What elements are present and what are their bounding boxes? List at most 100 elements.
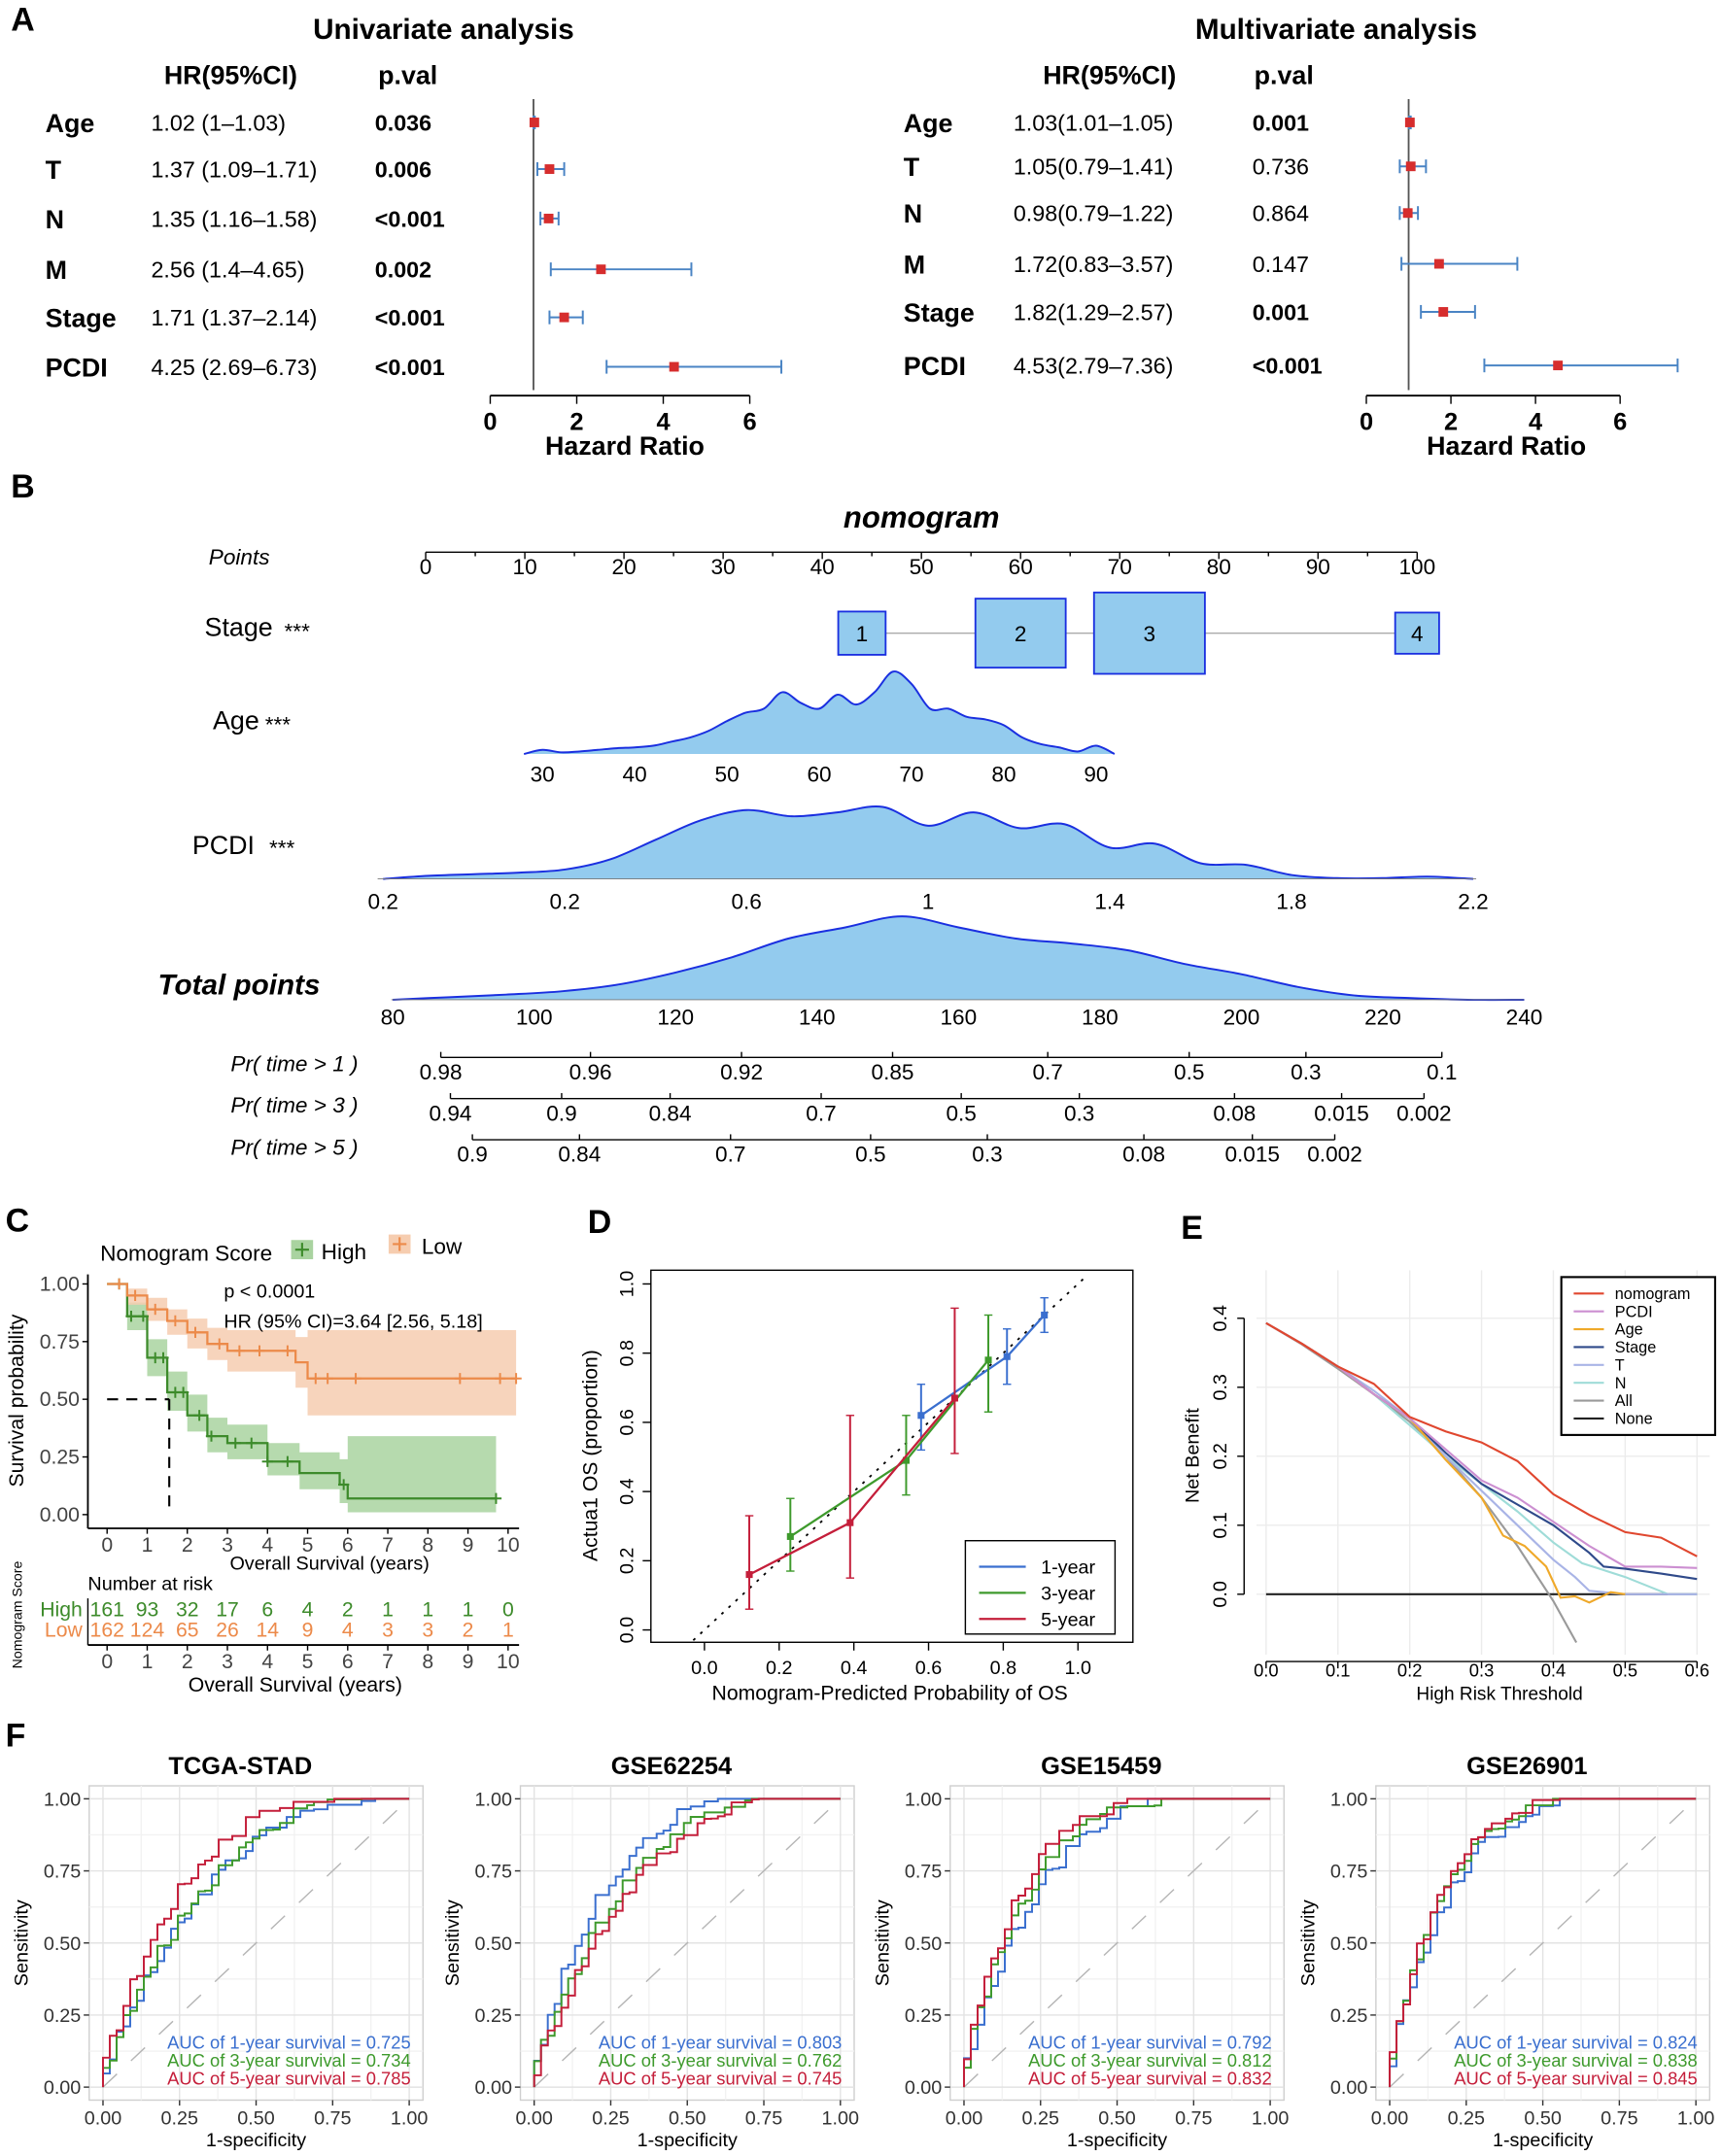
roc-title: TCGA-STAD [168, 1753, 312, 1780]
age-tick-label: 70 [899, 762, 923, 786]
pcdi-tick-label: 0.6 [731, 890, 761, 914]
x-tick-label: 0 [1360, 409, 1373, 436]
censor-mark [510, 1373, 522, 1385]
chance-diagonal [102, 1797, 410, 2088]
x-tick-label: 1.00 [1677, 2107, 1714, 2129]
x-tick-label: 0.3 [1469, 1660, 1495, 1681]
legend-label-high: High [322, 1240, 366, 1264]
hr-point [529, 118, 539, 127]
pcdi-tick-label: 0.2 [549, 890, 579, 914]
risk-count: 17 [216, 1598, 239, 1621]
total-points-tick-label: 140 [799, 1005, 836, 1029]
calibration-point [984, 1356, 992, 1364]
probability-label: Pr( time > 1 ) [230, 1051, 358, 1076]
censor-mark [150, 1303, 161, 1316]
stage-level-label: 3 [1144, 622, 1156, 646]
points-tick-label: 20 [612, 555, 637, 579]
panel-letter-e: E [1181, 1210, 1203, 1247]
risk-x-tick-label: 2 [182, 1651, 193, 1673]
x-axis-label: 1-specificity [637, 2130, 738, 2151]
probability-tick-label: 0.3 [1064, 1101, 1094, 1125]
probability-tick-label: 0.84 [649, 1101, 692, 1125]
probability-tick-label: 0.015 [1224, 1143, 1280, 1167]
x-tick-label: 0.2 [766, 1658, 792, 1679]
x-tick-label: 0.4 [1541, 1660, 1567, 1681]
y-tick-label: 1.00 [475, 1789, 512, 1810]
censor-mark [193, 1410, 205, 1421]
age-tick-label: 40 [623, 762, 647, 786]
risk-count: 3 [422, 1620, 433, 1642]
x-tick-label: 1 [142, 1534, 154, 1557]
hr-point [543, 213, 554, 223]
risk-x-axis-label: Overall Survival (years) [189, 1674, 402, 1696]
p-value: <0.001 [375, 206, 445, 231]
x-tick-label: 2 [1444, 409, 1458, 436]
risk-count: 6 [261, 1598, 273, 1621]
censor-mark [214, 1338, 225, 1350]
x-tick-label: 0.50 [1098, 2107, 1135, 2129]
probability-axis: Pr( time > 5 ) 0.9 0.84 0.7 0.5 0.3 0.08 0.015 0… [230, 1134, 1362, 1167]
risk-table-title: Number at risk [87, 1574, 213, 1595]
probability-tick-label: 0.5 [1174, 1060, 1204, 1084]
censor-mark [129, 1289, 141, 1301]
censor-mark [350, 1373, 362, 1385]
kaplan-meier-plot: 0.000.250.500.751.000 1 2 3 4 5 6 7 8 9 10Overall … [6, 1234, 522, 1696]
probability-label: Pr( time > 3 ) [230, 1093, 358, 1117]
p-value: 0.002 [375, 257, 431, 283]
risk-count: 26 [216, 1620, 239, 1642]
p-value: 0.006 [375, 157, 431, 183]
forest-row: Age 1.03(1.01–1.05) 0.001 [904, 109, 1415, 138]
censor-mark [494, 1373, 506, 1385]
y-tick-label: 0.2 [1210, 1443, 1231, 1469]
age-label: Age [213, 706, 259, 736]
risk-count: 3 [382, 1620, 394, 1642]
risk-count: 161 [90, 1598, 124, 1621]
risk-row-label: Low [45, 1620, 84, 1642]
forest-row: M 1.72(0.83–3.57) 0.147 [904, 250, 1519, 279]
row-label: PCDI [46, 353, 108, 382]
y-tick-label: 0.3 [1210, 1374, 1231, 1400]
legend-label: T [1615, 1356, 1625, 1374]
x-tick-label: 0.5 [1613, 1660, 1638, 1681]
nomogram: nomogram Points 0 10 20 30 40 50 60 70 80 90 100 Stag… [158, 500, 1543, 1167]
y-tick-label: 0.1 [1210, 1512, 1231, 1538]
y-tick-label: 0.0 [616, 1617, 637, 1643]
hr-ci-text: 1.05(0.79–1.41) [1014, 154, 1174, 180]
legend-label: 3-year [1041, 1583, 1095, 1604]
y-tick-label: 0.00 [905, 2077, 942, 2099]
pcdi-significance: *** [269, 837, 295, 861]
pcdi-density-line [383, 805, 1474, 880]
forest-row: Stage 1.82(1.29–2.57) 0.001 [904, 298, 1476, 327]
header-p-value: p.val [378, 60, 437, 89]
x-tick-label: 0.50 [669, 2107, 706, 2129]
age-tick-label: 50 [715, 762, 740, 786]
probability-tick-label: 0.85 [872, 1060, 914, 1084]
points-tick-label: 0 [420, 555, 432, 579]
x-tick-label: 0.6 [915, 1658, 942, 1679]
hr-ci-text: 4.53(2.79–7.36) [1014, 354, 1174, 379]
forest-row: N 0.98(0.79–1.22) 0.864 [904, 199, 1420, 228]
legend-label: None [1615, 1411, 1653, 1428]
x-axis-label: Overall Survival (years) [229, 1553, 429, 1574]
roc-plot-tcga-stad: TCGA-STAD 0.00 0.25 0.50 0.75 1.00 0.00 0.25 0.5… [11, 1753, 428, 2151]
x-axis-label: 1-specificity [206, 2130, 306, 2151]
censor-mark [454, 1373, 465, 1385]
x-tick-label: 0.1 [1326, 1660, 1351, 1681]
x-tick-label: 1.0 [1065, 1658, 1091, 1679]
p-value-text: p < 0.0001 [224, 1282, 315, 1303]
x-tick-label: 0.75 [314, 2107, 351, 2129]
stage-label: Stage [205, 612, 273, 641]
probability-tick-label: 0.015 [1314, 1101, 1369, 1125]
panel-letter-c: C [6, 1203, 29, 1240]
calibration-point [786, 1532, 794, 1540]
y-tick-label: 1.00 [40, 1274, 80, 1296]
x-axis-label: Nomogram-Predicted Probability of OS [712, 1683, 1068, 1705]
x-tick-label: 0.8 [990, 1658, 1016, 1679]
p-value: 0.147 [1253, 252, 1309, 277]
censor-mark [137, 1311, 150, 1322]
probability-tick-label: 0.98 [420, 1060, 463, 1084]
x-tick-label: 0.75 [1601, 2107, 1637, 2129]
total-points-tick-label: 120 [657, 1005, 694, 1029]
auc-label: AUC of 3-year survival = 0.812 [1028, 2050, 1272, 2070]
risk-x-tick-label: 3 [222, 1651, 233, 1673]
